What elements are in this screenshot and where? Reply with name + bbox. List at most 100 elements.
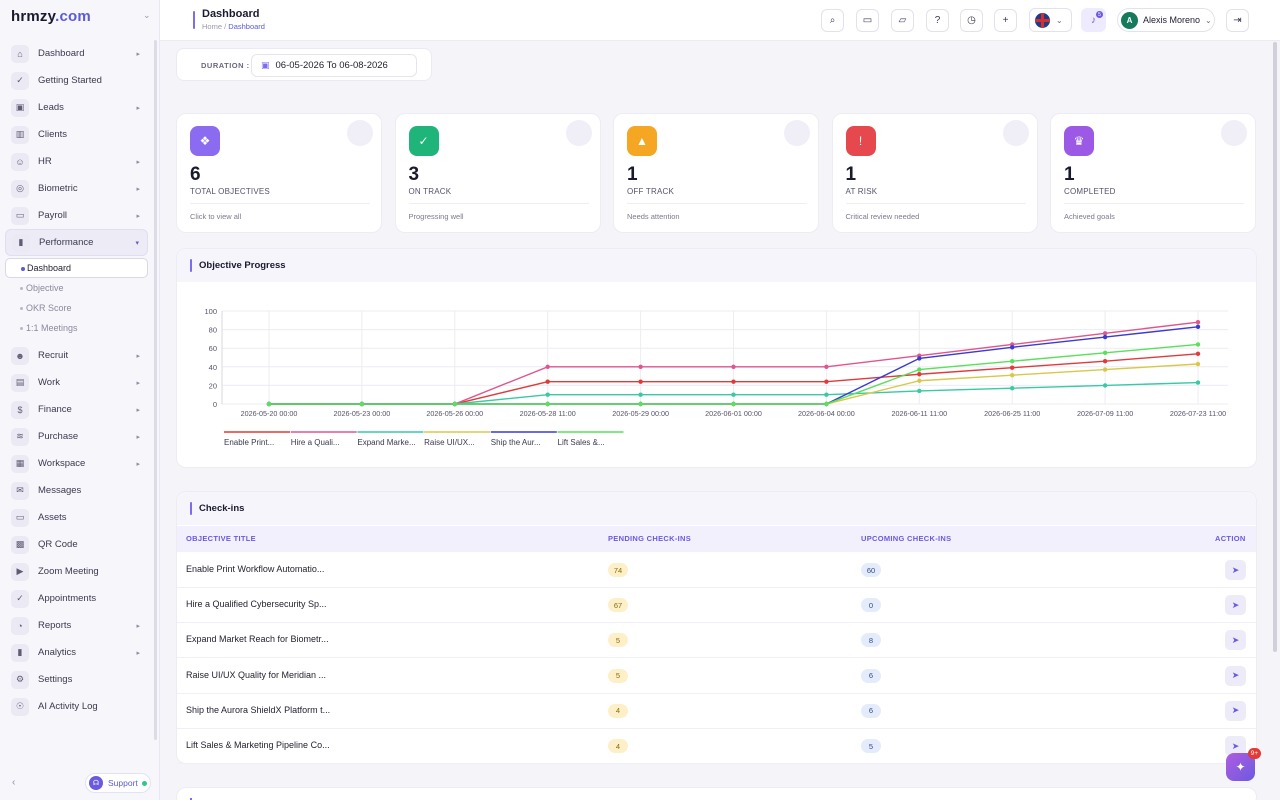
sidebar-item-purchase[interactable]: ≋ Purchase ▸ — [5, 423, 148, 450]
sidebar-item-dashboard[interactable]: ⌂ Dashboard ▸ — [5, 40, 148, 67]
data-point — [1010, 372, 1015, 378]
sidebar-item-label: Zoom Meeting — [38, 566, 99, 577]
data-point — [917, 378, 922, 383]
sidebar-item-label: Reports — [38, 620, 72, 631]
sidebar-item-qr-code[interactable]: ▩ QR Code — [5, 531, 148, 558]
chevron-right-icon: ▸ — [136, 406, 140, 414]
monitor-icon: ▭ — [11, 508, 29, 527]
add-button[interactable]: + — [994, 9, 1017, 32]
sidebar-item-workspace[interactable]: ▦ Workspace ▸ — [5, 450, 148, 477]
sidebar-item-biometric[interactable]: ◎ Biometric ▸ — [5, 175, 148, 202]
send-icon: ➤ — [1231, 634, 1240, 645]
sidebar-item-messages[interactable]: ✉ Messages — [5, 477, 148, 504]
sidebar-item-payroll[interactable]: ▭ Payroll ▸ — [5, 202, 148, 229]
notifications-button[interactable]: ♪ 5 — [1081, 8, 1106, 32]
chevron-right-icon: ▸ — [136, 104, 140, 112]
submenu-item-okr-score[interactable]: OKR Score — [5, 298, 148, 318]
breadcrumb-home[interactable]: Home — [202, 22, 223, 31]
title-accent — [190, 798, 192, 800]
ai-assistant-button[interactable]: ✦ 9+ — [1226, 748, 1261, 781]
column-upcoming-checkins: UPCOMING CHECK-INS — [861, 534, 952, 543]
stat-card-on-track[interactable]: ✓ 3 ON TRACK Progressing well — [394, 113, 601, 233]
data-point — [452, 401, 457, 407]
data-point — [545, 364, 550, 369]
chevron-right-icon: ▸ — [136, 212, 140, 220]
table-row: Ship the Aurora ShieldX Platform t... 4 6 ➤ — [177, 694, 1256, 729]
chevron-down-icon[interactable]: ⌄ — [143, 10, 151, 20]
date-range-picker[interactable]: ▣ 06-05-2026 To 06-08-2026 — [251, 54, 417, 77]
objective-title[interactable]: Lift Sales & Marketing Pipeline Co... — [186, 740, 330, 750]
next-panel — [176, 787, 1257, 800]
breadcrumb-current: Dashboard — [228, 22, 265, 31]
search-button[interactable]: ⌕ — [821, 9, 844, 32]
sidebar-item-assets[interactable]: ▭ Assets — [5, 504, 148, 531]
legend-label: Ship the Aur... — [491, 438, 541, 447]
calendar-icon: ▭ — [862, 15, 873, 26]
sidebar-item-recruit[interactable]: ☻ Recruit ▸ — [5, 342, 148, 369]
sidebar-item-label: Messages — [38, 485, 82, 496]
sidebar-scrollbar[interactable] — [154, 40, 157, 740]
sidebar-item-leads[interactable]: ▣ Leads ▸ — [5, 94, 148, 121]
objective-title[interactable]: Expand Market Reach for Biometr... — [186, 634, 329, 645]
send-icon: ➤ — [1231, 705, 1240, 716]
stat-value: 1 — [1064, 164, 1075, 185]
logout-button[interactable]: ⇥ — [1226, 9, 1249, 32]
data-point — [1010, 365, 1015, 370]
sidebar-item-zoom-meeting[interactable]: ▶ Zoom Meeting — [5, 558, 148, 585]
user-menu[interactable]: A Alexis Moreno ⌄ — [1117, 8, 1215, 32]
logout-icon: ⇥ — [1233, 15, 1242, 26]
video-icon: ▶ — [11, 562, 29, 581]
sidebar-item-performance[interactable]: ▮ Performance ▾ — [5, 229, 148, 256]
objective-title[interactable]: Enable Print Workflow Automatio... — [186, 564, 325, 574]
notes-button[interactable]: ▱ — [891, 9, 914, 32]
page-scrollbar[interactable] — [1273, 42, 1277, 652]
users-icon: ☺ — [11, 152, 29, 171]
layers-icon: ❖ — [190, 126, 220, 156]
calendar-button[interactable]: ▭ — [856, 9, 879, 32]
x-tick-label: 2026-05-29 00:00 — [612, 409, 669, 418]
sidebar-item-ai-activity-log[interactable]: ☉ AI Activity Log — [5, 693, 148, 720]
upcoming-count-badge: 6 — [861, 668, 881, 683]
language-selector[interactable]: ⌄ — [1029, 8, 1072, 32]
brand-logo[interactable]: hrmzy.com — [11, 8, 91, 25]
card-decoration — [347, 120, 373, 146]
send-checkin-button[interactable]: ➤ — [1225, 630, 1246, 651]
objective-progress-chart: 0 20 40 60 80 100 2026-05-20 00:00 2026-05-23 0… — [204, 307, 1228, 447]
sidebar-item-finance[interactable]: $ Finance ▸ — [5, 396, 148, 423]
sidebar-item-analytics[interactable]: ▮ Analytics ▸ — [5, 639, 148, 666]
send-checkin-button[interactable]: ➤ — [1225, 736, 1246, 756]
send-checkin-button[interactable]: ➤ — [1225, 665, 1246, 686]
x-tick-label: 2026-07-09 11:00 — [1077, 409, 1133, 418]
help-button[interactable]: ? — [926, 9, 949, 32]
objective-title[interactable]: Hire a Qualified Cybersecurity Sp... — [186, 599, 327, 610]
submenu-item-1-1-meetings[interactable]: 1:1 Meetings — [5, 318, 148, 338]
collapse-sidebar-icon[interactable]: ‹ — [12, 777, 16, 788]
submenu-item-dashboard[interactable]: Dashboard — [5, 258, 148, 278]
stat-card-off-track[interactable]: ▲ 1 OFF TRACK Needs attention — [613, 113, 819, 233]
timer-button[interactable]: ◷ — [960, 9, 983, 32]
sidebar-item-clients[interactable]: ▥ Clients — [5, 121, 148, 148]
data-point — [1102, 331, 1108, 336]
send-checkin-button[interactable]: ➤ — [1225, 560, 1246, 580]
sidebar-item-appointments[interactable]: ✓ Appointments — [5, 585, 148, 612]
sidebar-item-reports[interactable]: ◔ Reports ▸ — [5, 612, 148, 639]
stat-card-at-risk[interactable]: ! 1 AT RISK Critical review needed — [831, 113, 1038, 233]
panel-title: Objective Progress — [199, 260, 286, 271]
sidebar-item-work[interactable]: ▤ Work ▸ — [5, 369, 148, 396]
stat-card-total-objectives[interactable]: ❖ 6 TOTAL OBJECTIVES Click to view all — [176, 113, 382, 233]
objective-title[interactable]: Raise UI/UX Quality for Meridian ... — [186, 669, 327, 680]
sidebar-item-settings[interactable]: ⚙ Settings — [5, 666, 148, 693]
table-row: Raise UI/UX Quality for Meridian ... 5 6 ➤ — [177, 659, 1256, 694]
data-point — [638, 392, 643, 397]
support-button[interactable]: ☊ Support — [85, 773, 151, 793]
dollar-icon: $ — [11, 400, 29, 419]
objective-title[interactable]: Ship the Aurora ShieldX Platform t... — [186, 704, 331, 715]
submenu-item-objective[interactable]: Objective — [5, 278, 148, 298]
send-checkin-button[interactable]: ➤ — [1225, 700, 1246, 721]
sidebar-item-getting-started[interactable]: ✓ Getting Started — [5, 67, 148, 94]
avatar: A — [1121, 11, 1138, 29]
sidebar-item-hr[interactable]: ☺ HR ▸ — [5, 148, 148, 175]
send-checkin-button[interactable]: ➤ — [1225, 595, 1246, 616]
page-title: Dashboard — [202, 8, 260, 20]
stat-card-completed[interactable]: ♛ 1 COMPLETED Achieved goals — [1050, 113, 1256, 233]
